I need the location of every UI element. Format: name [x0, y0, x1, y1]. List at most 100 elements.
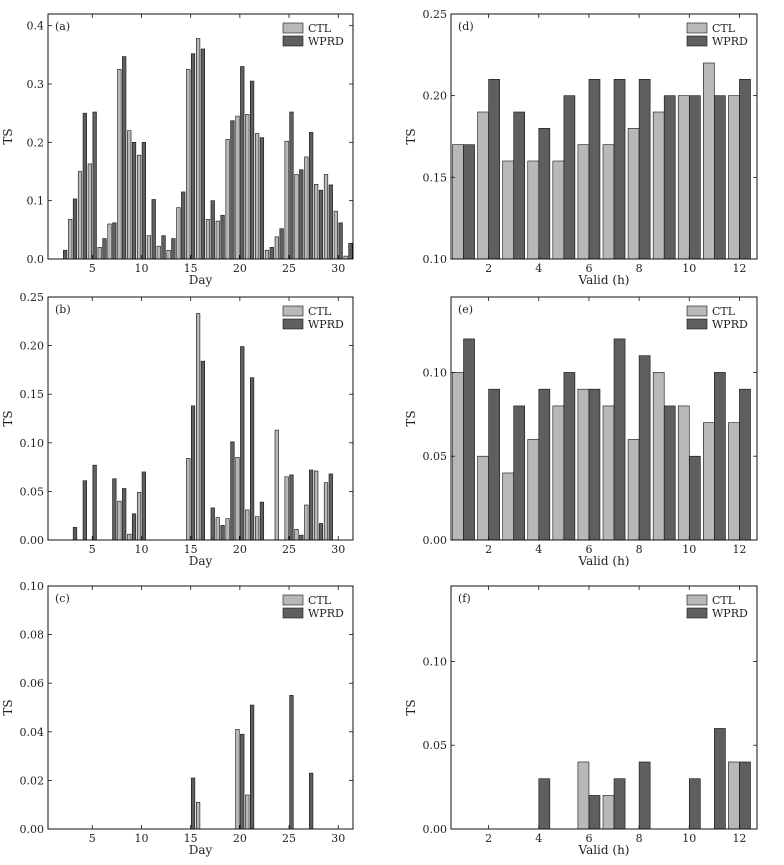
- legend-label-f-wprd: WPRD: [712, 607, 748, 620]
- bar-d-wprd-1: [463, 144, 475, 260]
- y-axis-title-f: TS: [404, 699, 418, 715]
- y-tick-label-b-4: 0.20: [20, 340, 45, 353]
- legend-label-b-ctl: CTL: [308, 305, 332, 318]
- bar-a-wprd-21: [249, 80, 255, 260]
- bar-b-ctl-16: [196, 313, 201, 541]
- bar-d-ctl-11: [703, 62, 715, 260]
- y-tick-label-d-3: 0.25: [423, 8, 448, 21]
- y-tick-label-a-3: 0.3: [27, 78, 45, 91]
- bar-a-ctl-3: [68, 219, 73, 260]
- bar-e-wprd-4: [538, 388, 551, 541]
- bar-b-ctl-8: [117, 500, 122, 541]
- plot-frame-c: [47, 585, 354, 830]
- panel-d: 2 4 6 8 10 12 0.10 0.15 0.20 0.25 Valid (h) TS (d) CT…: [404, 8, 758, 287]
- x-tick-label-e-6: 6: [585, 543, 592, 556]
- panel-label-e: (e): [458, 303, 473, 316]
- legend-swatch-f-ctl: [686, 594, 708, 606]
- bar-b-wprd-27: [309, 469, 314, 541]
- x-tick-label-b-25: 25: [282, 543, 296, 556]
- x-tick-label-e-12: 12: [732, 543, 746, 556]
- bar-a-ctl-14: [176, 207, 181, 260]
- bar-d-ctl-12: [728, 95, 740, 260]
- bar-f-wprd-12: [739, 761, 751, 830]
- y-tick-label-d-0: 0.10: [423, 253, 448, 266]
- legend-label-c-ctl: CTL: [308, 594, 332, 607]
- bar-c-wprd-25: [289, 695, 294, 830]
- x-tick-label-d-10: 10: [682, 262, 696, 275]
- bar-e-wprd-1: [463, 338, 475, 541]
- bar-e-wprd-3: [513, 405, 526, 541]
- y-tick-label-b-2: 0.10: [20, 437, 45, 450]
- bar-f-wprd-6: [588, 795, 601, 830]
- bar-a-wprd-5: [92, 111, 97, 260]
- bar-b-ctl-18: [215, 517, 220, 541]
- bar-a-wprd-15: [190, 53, 196, 260]
- panel-label-a: (a): [55, 20, 70, 33]
- bar-a-wprd-29: [328, 184, 333, 260]
- x-tick-label-c-20: 20: [233, 832, 247, 845]
- bar-a-ctl-29: [323, 174, 329, 260]
- bar-a-ctl-5: [87, 163, 92, 260]
- y-tick-label-c-3: 0.06: [20, 677, 45, 690]
- bar-a-ctl-13: [166, 249, 171, 260]
- y-tick-label-d-2: 0.20: [423, 90, 448, 103]
- panel-c: 5 10 15 20 25 30 0.00 0.02 0.04 0.06 0.08 0.10 Day TS…: [1, 580, 354, 857]
- bar-e-wprd-8: [638, 355, 651, 541]
- bar-b-ctl-20: [235, 457, 240, 541]
- legend-label-e-wprd: WPRD: [712, 318, 748, 331]
- legend-swatch-a-ctl: [282, 22, 304, 34]
- bar-a-ctl-12: [156, 245, 161, 260]
- bar-a-ctl-19: [225, 139, 230, 260]
- bar-e-ctl-8: [627, 439, 640, 541]
- bar-f-ctl-7: [602, 795, 615, 830]
- bar-a-wprd-23: [269, 247, 274, 260]
- bar-a-wprd-25: [289, 111, 294, 260]
- bar-b-ctl-15: [186, 458, 191, 541]
- x-tick-label-f-8: 8: [636, 832, 643, 845]
- bar-e-wprd-11: [714, 372, 726, 541]
- bar-a-ctl-6: [97, 247, 102, 260]
- y-tick-label-c-0: 0.00: [20, 823, 45, 836]
- bar-c-wprd-21: [249, 704, 255, 830]
- y-axis-title-a: TS: [1, 128, 15, 144]
- bar-e-ctl-6: [577, 388, 590, 541]
- legend-label-b-wprd: WPRD: [308, 318, 344, 331]
- bar-b-wprd-22: [259, 501, 265, 541]
- bar-d-ctl-1: [452, 144, 464, 260]
- x-tick-label-f-2: 2: [485, 832, 492, 845]
- legend-swatch-e-wprd: [686, 318, 708, 330]
- y-tick-label-f-2: 0.10: [423, 655, 448, 668]
- panel-label-f: (f): [458, 592, 471, 605]
- x-tick-label-a-15: 15: [184, 262, 198, 275]
- bar-d-wprd-2: [488, 79, 500, 260]
- y-tick-label-a-1: 0.1: [27, 195, 45, 208]
- bar-a-wprd-26: [299, 169, 304, 260]
- x-axis-title-a: Day: [189, 273, 213, 287]
- bar-b-wprd-20: [240, 346, 245, 541]
- bar-b-wprd-15: [190, 405, 196, 541]
- legend-label-c-wprd: WPRD: [308, 607, 344, 620]
- bar-a-ctl-8: [117, 69, 122, 260]
- bar-d-ctl-7: [602, 144, 615, 260]
- x-tick-label-d-12: 12: [732, 262, 746, 275]
- bar-b-wprd-10: [141, 471, 146, 541]
- bar-d-wprd-11: [714, 95, 726, 260]
- x-tick-label-f-4: 4: [535, 832, 542, 845]
- bar-b-wprd-28: [318, 523, 324, 541]
- legend-swatch-c-ctl: [282, 594, 304, 606]
- bar-e-wprd-7: [613, 338, 626, 541]
- x-tick-label-e-10: 10: [682, 543, 696, 556]
- bar-b-ctl-9: [127, 533, 132, 541]
- bar-e-ctl-12: [728, 422, 740, 541]
- bar-e-ctl-3: [502, 472, 515, 541]
- bar-d-wprd-10: [688, 95, 701, 260]
- bar-a-wprd-16: [200, 48, 206, 260]
- bar-b-wprd-4: [82, 480, 87, 541]
- bar-d-ctl-10: [677, 95, 690, 260]
- bar-d-wprd-4: [538, 128, 551, 260]
- bar-c-wprd-15: [190, 777, 196, 830]
- bar-b-wprd-17: [210, 507, 215, 541]
- bar-d-wprd-7: [613, 79, 626, 260]
- x-axis-title-c: Day: [189, 843, 213, 857]
- bar-f-wprd-7: [613, 778, 626, 830]
